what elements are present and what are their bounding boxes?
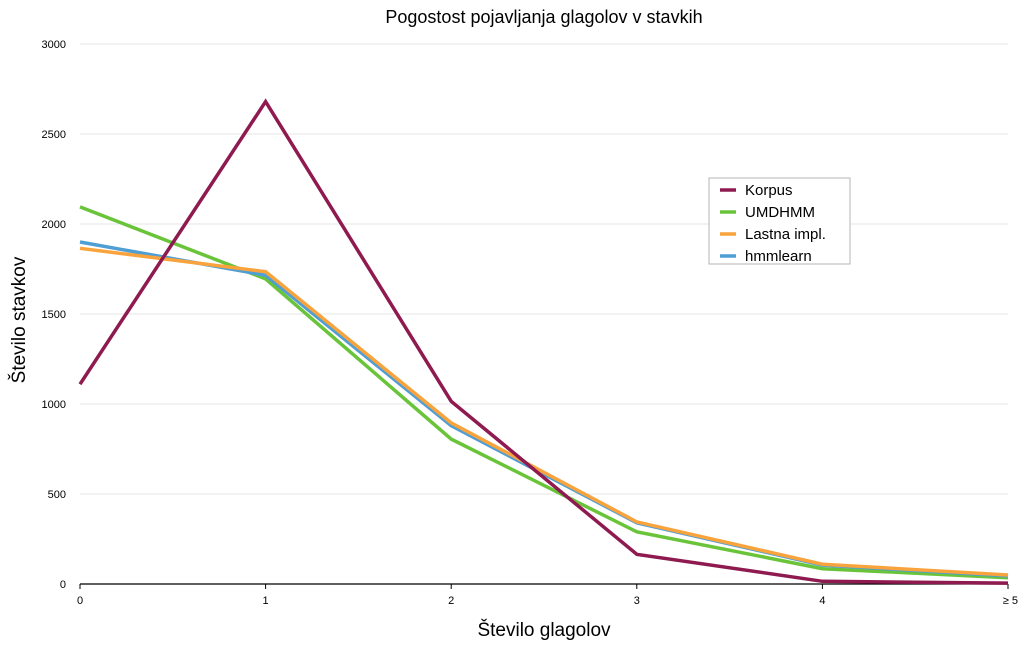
- x-tick-label: ≥ 5: [1003, 595, 1018, 607]
- y-tick-label: 3000: [42, 39, 66, 51]
- x-tick-label: 4: [819, 595, 825, 607]
- y-tick-label: 1500: [42, 309, 66, 321]
- x-tick-label: 0: [77, 595, 83, 607]
- y-tick-label: 1000: [42, 399, 66, 411]
- legend-label-lastna-impl: Lastna impl.: [745, 226, 826, 243]
- legend-box: [708, 177, 851, 265]
- legend: Korpus UMDHMM Lastna impl. hmmlearn: [708, 177, 851, 265]
- grid-lines: [80, 43, 1008, 495]
- x-tick-label: 2: [448, 595, 454, 607]
- y-tick-label: 2000: [42, 219, 66, 231]
- y-axis-ticks: 0 500 1000 1500 2000 2500 3000: [42, 39, 66, 591]
- series-line-umdhmm: [79, 205, 1009, 580]
- y-axis-label: Število stavkov: [8, 256, 30, 383]
- legend-label-hmmlearn: hmmlearn: [745, 248, 812, 265]
- series-line-lastna-impl: [79, 246, 1009, 577]
- series-lines: [78, 98, 1009, 585]
- chart-title: Pogostost pojavljanja glagolov v stavkih: [385, 7, 702, 27]
- x-axis-ticks: 0 1 2 3 4 ≥ 5: [77, 584, 1018, 607]
- y-tick-label: 0: [60, 579, 66, 591]
- y-tick-label: 500: [48, 489, 66, 501]
- legend-label-korpus: Korpus: [745, 182, 793, 199]
- y-tick-label: 2500: [42, 129, 66, 141]
- legend-label-umdhmm: UMDHMM: [745, 204, 815, 221]
- x-tick-label: 3: [634, 595, 640, 607]
- series-line-hmmlearn: [79, 240, 1009, 578]
- x-axis-label: Število glagolov: [477, 619, 611, 641]
- series-line-korpus: [78, 98, 1009, 585]
- x-tick-label: 1: [263, 595, 269, 607]
